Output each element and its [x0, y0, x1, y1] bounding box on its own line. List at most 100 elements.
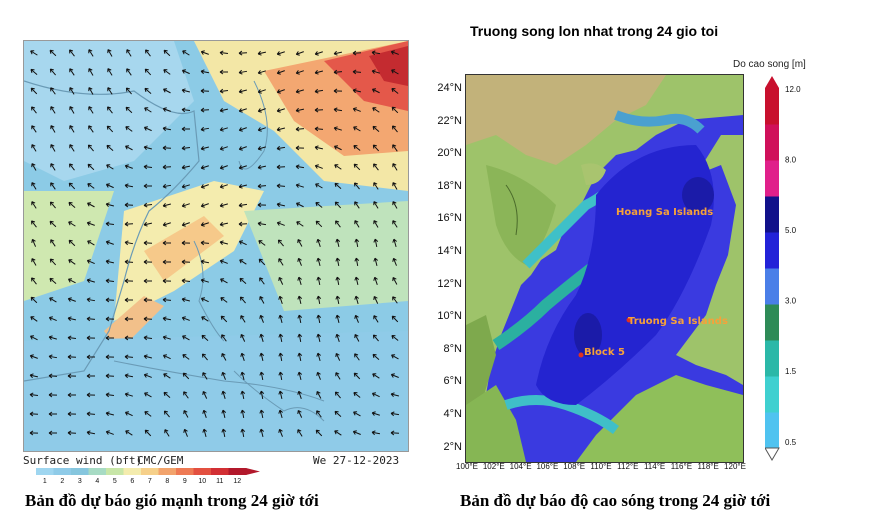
wind-arrow — [181, 203, 190, 208]
wind-arrow — [162, 107, 171, 112]
wind-arrow — [183, 410, 189, 418]
wave-colorbar-tick: 8.0 — [785, 156, 797, 165]
wind-arrow — [316, 352, 321, 361]
wind-colorbar-tick: 2 — [60, 478, 64, 484]
wind-arrow — [124, 240, 134, 246]
wind-colorbar-extend — [246, 468, 260, 475]
wind-arrow — [163, 391, 171, 399]
wind-arrow — [181, 126, 190, 132]
wind-colorbar-tick: 9 — [183, 478, 187, 484]
wind-arrow — [219, 146, 228, 151]
wind-arrow — [238, 108, 247, 113]
wind-arrow — [87, 240, 95, 246]
wind-arrow — [297, 390, 302, 399]
wind-arrow — [390, 411, 400, 417]
wind-arrow — [372, 353, 380, 361]
wave-height-colorbar: 12.0 8.0 5.0 3.0 1.5 0.5 — [765, 76, 801, 461]
wind-arrow — [390, 50, 399, 55]
wind-colorbar-tick: 8 — [165, 478, 169, 484]
wind-arrow — [87, 163, 95, 171]
wind-arrow — [316, 410, 322, 418]
wind-arrow — [391, 335, 399, 341]
wind-arrow — [314, 126, 324, 132]
wind-arrow — [163, 373, 171, 379]
wind-arrow — [143, 259, 153, 265]
wind-arrow — [107, 68, 113, 76]
wind-arrow — [31, 163, 37, 171]
wind-arrow — [238, 221, 248, 227]
wind-arrow — [220, 278, 228, 284]
wind-arrow — [162, 278, 172, 284]
wind-arrow — [105, 316, 115, 322]
wind-footer-model: CMC/GEM — [137, 454, 184, 467]
wind-arrow — [182, 335, 190, 341]
wind-arrow — [183, 391, 189, 399]
wind-arrow — [335, 238, 341, 248]
wind-arrow — [67, 335, 77, 341]
block5-marker — [578, 352, 584, 358]
wind-arrow — [181, 107, 191, 113]
latitude-tick-label: 4°N — [443, 408, 462, 420]
wind-arrow — [29, 392, 39, 398]
longitude-tick-label: 100°E — [456, 462, 478, 471]
wind-arrow — [295, 183, 304, 188]
wind-arrow — [354, 314, 359, 323]
wave-colorbar-swatch — [765, 160, 779, 197]
wind-arrow — [257, 50, 267, 56]
hoang-sa-label: Hoang Sa Islands — [616, 207, 713, 218]
wind-arrow — [238, 183, 248, 189]
wind-arrow — [31, 182, 37, 190]
wind-arrow — [391, 106, 399, 114]
wind-arrow — [105, 297, 115, 303]
wind-arrow — [105, 392, 115, 398]
wave-colorbar-swatch — [765, 268, 779, 305]
wind-arrow — [143, 126, 152, 132]
wind-arrow — [86, 411, 96, 417]
wind-arrow — [315, 220, 323, 228]
wind-arrow — [238, 88, 247, 94]
wind-arrow — [392, 220, 398, 228]
wind-arrow — [259, 409, 265, 419]
wind-arrow — [200, 240, 210, 246]
wind-arrow — [373, 201, 379, 209]
longitude-tick-label: 120°E — [724, 462, 746, 471]
wind-arrow — [49, 297, 57, 303]
wind-arrow — [276, 183, 286, 189]
wind-arrow — [29, 335, 38, 341]
wind-forecast-map — [23, 40, 409, 452]
wind-arrow — [143, 354, 153, 360]
wave-colorbar-extend-min — [765, 447, 780, 461]
wind-arrow — [297, 371, 303, 381]
wave-colorbar-tick: 1.5 — [785, 367, 797, 376]
wind-arrow — [240, 371, 246, 380]
wind-arrow — [353, 411, 361, 417]
wave-colorbar-tick: 3.0 — [785, 297, 797, 306]
wind-arrow — [297, 257, 302, 266]
wind-arrow — [88, 68, 94, 76]
wind-arrow — [200, 126, 210, 132]
wind-arrow — [221, 390, 226, 399]
wind-arrow — [162, 183, 172, 189]
wind-arrow — [163, 88, 171, 94]
wind-arrow — [30, 316, 38, 322]
wind-arrow — [239, 259, 247, 265]
wind-arrow — [354, 201, 360, 209]
wind-arrow — [297, 239, 303, 247]
wind-colorbar-swatch — [36, 468, 54, 475]
wind-arrow — [86, 297, 96, 303]
wind-arrow — [257, 164, 267, 170]
wind-arrow — [334, 410, 342, 418]
wind-arrow — [125, 87, 132, 95]
wind-arrow — [315, 202, 323, 208]
wind-arrow — [163, 410, 170, 418]
wind-arrow — [219, 88, 229, 94]
wind-arrow — [143, 183, 152, 189]
wind-arrow — [295, 107, 305, 113]
wind-arrow — [181, 259, 191, 265]
wind-arrow — [68, 239, 76, 247]
wind-map-graphic — [24, 41, 408, 451]
wind-arrow — [391, 125, 398, 133]
wind-arrow — [50, 106, 56, 114]
longitude-tick-label: 110°E — [590, 462, 612, 471]
wind-arrow — [372, 144, 380, 152]
